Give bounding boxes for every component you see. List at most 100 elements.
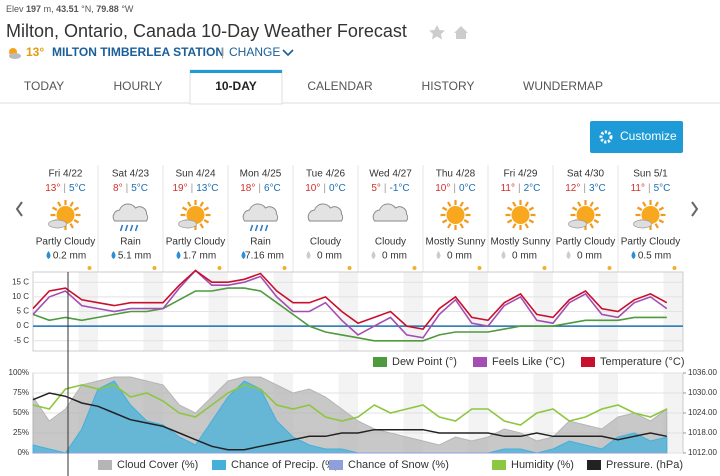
sun-dot xyxy=(217,266,222,270)
day-temps: 10° | 0°C xyxy=(305,183,346,194)
legend-swatch xyxy=(329,460,343,470)
low-temp: 5°C xyxy=(131,183,148,194)
sun xyxy=(576,206,595,224)
next-arrow[interactable] xyxy=(691,201,699,217)
change-chevron[interactable] xyxy=(282,49,294,57)
legend-swatch xyxy=(587,460,601,470)
customize-label[interactable]: Customize xyxy=(620,129,677,143)
temp-separator: | xyxy=(126,183,129,194)
day-label: Sat 4/30 xyxy=(567,169,605,180)
sun-ray xyxy=(512,223,517,229)
precip-drop xyxy=(176,251,181,259)
precip-drop xyxy=(631,251,636,259)
sun-dot xyxy=(412,266,417,270)
y-tick-label: 75% xyxy=(13,388,29,397)
condition: Partly Cloudy xyxy=(36,237,95,248)
temp-separator: | xyxy=(323,183,326,194)
sun-dot xyxy=(672,266,677,270)
low-temp: 2°C xyxy=(524,183,541,194)
sun-ray xyxy=(654,223,659,229)
active-tab[interactable] xyxy=(189,69,283,105)
rain-drop xyxy=(134,224,139,232)
legend-swatch xyxy=(98,460,112,470)
home-icon[interactable] xyxy=(454,26,468,39)
precip: 0 mm xyxy=(382,251,407,262)
line xyxy=(32,287,667,342)
condition: Mostly Sunny xyxy=(425,237,485,248)
day-temps: 11° | 5°C xyxy=(631,183,671,194)
favorite-star[interactable] xyxy=(429,25,445,40)
temp-separator: | xyxy=(258,183,261,194)
active-tab-bar[interactable] xyxy=(190,70,282,73)
elev-unit: m, xyxy=(44,4,54,14)
legend-label: Pressure. (hPa) xyxy=(606,459,683,471)
elevation: Elev 197 m, 43.51 °N, 79.88 °W xyxy=(6,4,134,14)
precip-drop xyxy=(566,251,571,259)
tab[interactable]: WUNDERMAP xyxy=(523,79,603,93)
sun-ray xyxy=(441,206,448,211)
y-tick-label: 100% xyxy=(9,368,29,377)
tab[interactable]: HOURLY xyxy=(113,79,162,93)
condition: Rain xyxy=(120,237,141,248)
precip: 0 mm xyxy=(447,251,472,262)
sun-dot xyxy=(477,266,482,270)
gear-icon[interactable] xyxy=(599,130,613,144)
high-temp: 19° xyxy=(172,183,187,194)
prev-arrow[interactable] xyxy=(15,201,23,217)
rain-drop xyxy=(129,224,134,232)
legend-label: Temperature (°C) xyxy=(600,356,684,368)
sun-ray xyxy=(463,219,470,224)
sun-ray xyxy=(506,206,513,211)
tab[interactable]: HISTORY xyxy=(422,79,475,93)
low-temp: 5°C xyxy=(69,183,86,194)
rain-drop xyxy=(254,224,259,232)
legend-label: Chance of Precip. (%) xyxy=(231,459,339,471)
low-temp: 0°C xyxy=(459,183,476,194)
legend-swatch xyxy=(473,357,487,367)
sun-dot xyxy=(607,266,612,270)
legend-label: Cloud Cover (%) xyxy=(117,459,198,471)
high-temp: 11° xyxy=(631,183,645,194)
rain-drop xyxy=(259,224,264,232)
precip: 1.7 mm xyxy=(183,251,216,262)
line xyxy=(32,269,668,330)
small-cloud xyxy=(633,219,652,229)
day-label: Mon 4/25 xyxy=(240,169,282,180)
tab[interactable]: TODAY xyxy=(24,79,64,93)
sun-ray xyxy=(69,201,74,207)
sun xyxy=(641,206,660,224)
condition: Rain xyxy=(250,237,271,248)
sun-ray xyxy=(654,201,659,207)
day-temps: 13° | 5°C xyxy=(45,183,86,194)
tab-bar: TODAY HOURLY 10-DAY CALENDAR HISTORY WUNDERMA… xyxy=(24,69,603,105)
high-temp: 13° xyxy=(45,183,60,194)
sun-ray xyxy=(658,206,665,211)
temp-separator: | xyxy=(453,183,456,194)
tab[interactable]: 10-DAY xyxy=(215,79,257,93)
day-label: Sun 5/1 xyxy=(633,169,668,180)
separator: | xyxy=(221,45,224,59)
legend-swatch xyxy=(212,460,226,470)
small-cloud xyxy=(48,219,67,229)
cloud xyxy=(112,203,149,222)
day-label: Fri 4/22 xyxy=(49,169,83,180)
tab[interactable]: CALENDAR xyxy=(307,79,373,93)
precip-drop xyxy=(501,251,506,259)
y-tick-label: 25% xyxy=(13,428,29,437)
precip: 0 mm xyxy=(577,251,602,262)
station-name[interactable]: MILTON TIMBERLEA STATION xyxy=(52,45,224,59)
temp-separator: | xyxy=(518,183,521,194)
customize-button[interactable] xyxy=(590,121,683,153)
temp-separator: | xyxy=(384,183,387,194)
elev: 197 xyxy=(26,4,41,14)
day-label: Sun 4/24 xyxy=(175,169,215,180)
low-temp: 13°C xyxy=(196,183,218,194)
lon: 79.88 xyxy=(96,4,119,14)
y2-tick-label: 1018.00 xyxy=(688,428,717,437)
condition: Partly Cloudy xyxy=(556,237,615,248)
change-link[interactable]: CHANGE xyxy=(229,45,280,59)
legend-label: Feels Like (°C) xyxy=(492,356,565,368)
high-temp: 10° xyxy=(435,183,450,194)
temp-separator: | xyxy=(583,183,586,194)
